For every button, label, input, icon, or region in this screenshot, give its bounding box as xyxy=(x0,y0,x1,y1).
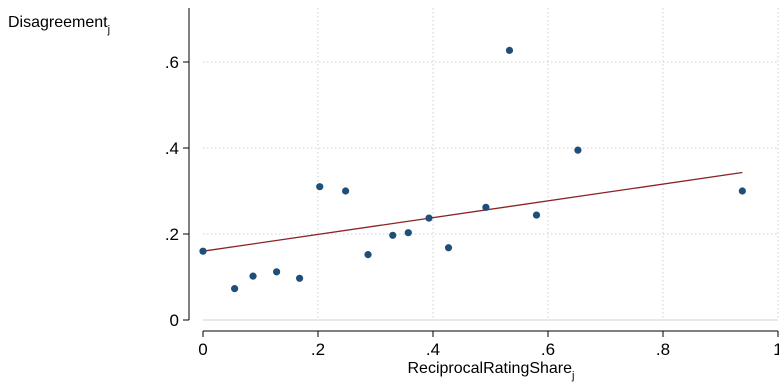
data-point xyxy=(482,203,490,211)
data-point xyxy=(316,183,324,191)
x-axis-label: ReciprocalRatingSharej xyxy=(408,360,575,382)
data-point xyxy=(532,211,541,219)
data-point xyxy=(444,244,453,252)
data-point xyxy=(231,285,239,293)
data-point xyxy=(364,251,372,259)
y-tick-label: .4 xyxy=(165,139,179,158)
fit-line xyxy=(202,171,743,252)
fit-line-layer xyxy=(202,171,743,252)
data-point xyxy=(404,229,412,237)
x-tick-label: .4 xyxy=(426,340,440,359)
data-point xyxy=(296,274,304,282)
x-tick-label: .2 xyxy=(311,340,325,359)
data-point xyxy=(505,46,514,54)
y-tick-label: .2 xyxy=(165,225,179,244)
data-point xyxy=(199,247,207,255)
data-point xyxy=(425,214,433,222)
data-point xyxy=(249,272,257,280)
y-tick-label: 0 xyxy=(170,311,179,330)
data-points xyxy=(199,46,746,293)
x-tick-label: .6 xyxy=(541,340,555,359)
y-axis-label: Disagreementj xyxy=(8,14,110,36)
x-tick-label: .8 xyxy=(656,340,670,359)
data-point xyxy=(342,187,350,195)
x-tick-label: 0 xyxy=(198,340,207,359)
data-point xyxy=(574,146,582,154)
data-point xyxy=(273,268,281,276)
x-tick-label: 1 xyxy=(773,340,779,359)
data-point xyxy=(389,231,397,239)
grid-lines xyxy=(203,8,779,321)
axis-labels: Disagreementj ReciprocalRatingSharej xyxy=(8,14,574,382)
data-point xyxy=(738,187,746,195)
axes: 0 .2 .4 .6 0 .2 .4 .6 .8 1 xyxy=(165,8,779,359)
y-tick-label: .6 xyxy=(165,53,179,72)
